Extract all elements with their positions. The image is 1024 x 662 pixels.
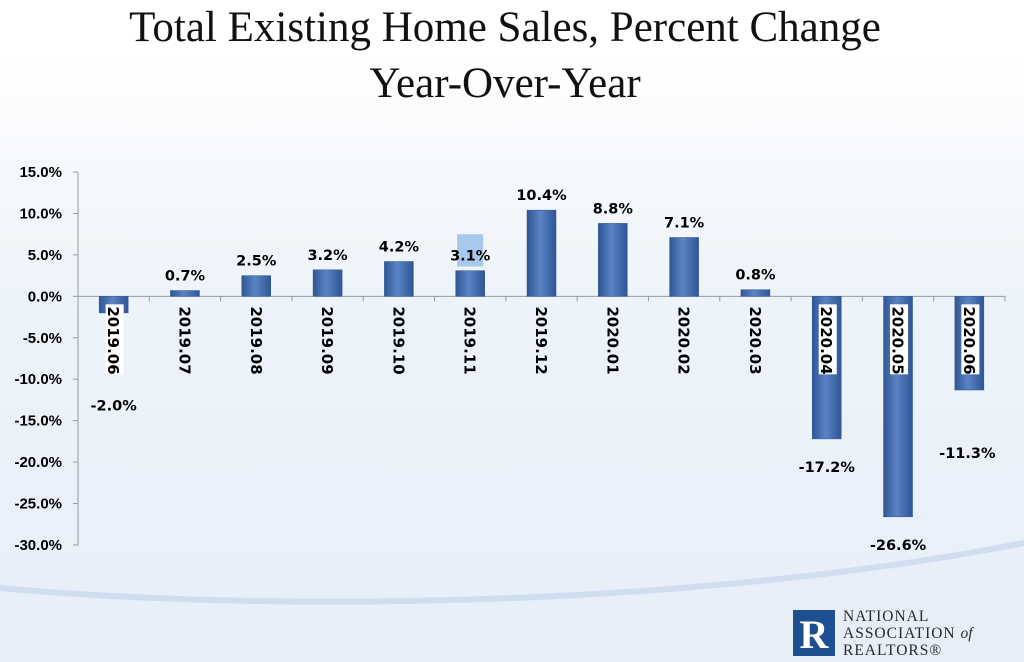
y-tick-label: -5.0% [23,330,62,347]
x-category-label: 2019.11 [461,306,479,374]
logo-line-realtors: REALTORS® [843,642,943,659]
nar-logo: R NATIONAL ASSOCIATION of REALTORS® [793,606,1018,662]
x-category-label-group: 2020.06 [960,304,980,375]
bar [598,223,628,297]
chart-subtitle: Year-Over-Year [369,60,641,107]
x-category-label-group: 2019.10 [389,306,407,374]
x-category-label: 2019.08 [247,306,265,374]
y-tick-label: -15.0% [14,413,62,430]
chart-title: Total Existing Home Sales, Percent Chang… [129,4,881,51]
data-label: -2.0% [91,399,138,415]
y-tick-label: -30.0% [14,537,62,554]
logo-line-association: ASSOCIATION of [843,625,973,642]
y-tick-label: 10.0% [19,205,62,222]
category-label-background [105,304,124,375]
x-category-label: 2020.05 [889,306,907,374]
x-category-label: 2019.10 [389,306,407,374]
x-category-label: 2020.02 [675,306,693,374]
bar [241,275,272,297]
x-category-label-group: 2019.06 [104,304,124,375]
data-label: -11.3% [939,446,996,462]
data-label: -26.6% [870,538,927,554]
y-tick-label: 15.0% [19,164,62,181]
x-category-label: 2019.12 [532,306,550,374]
background-swoosh [0,540,1024,605]
y-tick-label: 0.0% [28,288,62,305]
data-label: 3.1% [450,249,491,265]
data-label: 4.2% [379,240,420,256]
label-highlight [457,234,484,267]
x-category-label-group: 2019.12 [532,306,550,374]
bar [312,269,343,297]
category-label-background [961,304,980,375]
x-category-label-group: 2020.05 [889,304,909,375]
data-label: 2.5% [236,254,277,270]
x-category-label: 2020.04 [817,306,835,374]
bar [526,209,557,297]
x-category-label-group: 2020.03 [746,306,764,374]
x-category-label-group: 2019.08 [247,306,265,374]
x-category-label: 2020.03 [746,306,764,374]
y-tick-label: -20.0% [14,454,62,471]
x-category-label: 2020.01 [603,306,621,374]
category-label-background [890,304,909,375]
x-category-label: 2019.07 [175,306,193,374]
logo-r-letter: R [799,612,829,657]
data-label: 0.7% [165,269,206,285]
y-tick-label: -10.0% [14,371,62,388]
x-category-label-group: 2019.07 [175,306,193,374]
x-category-label-group: 2020.02 [675,306,693,374]
data-label: 3.2% [307,248,348,264]
bar [669,237,699,297]
data-label: -17.2% [799,460,856,476]
x-category-label-group: 2019.09 [318,306,336,374]
x-category-label-group: 2020.04 [817,304,837,375]
x-category-label-group: 2020.01 [603,306,621,374]
data-label: 10.4% [516,188,567,204]
y-tick-label: -25.0% [14,496,62,513]
x-category-label: 2019.06 [104,306,122,374]
bar [170,290,200,297]
y-tick-label: 5.0% [28,247,62,264]
data-label: 8.8% [593,201,634,217]
bar [455,270,485,297]
realtor-r-logo-mark: R [793,610,835,657]
category-label-background [818,304,837,375]
x-category-label-group: 2019.11 [461,306,479,374]
bar [740,289,771,297]
data-label: 0.8% [735,268,776,284]
bar [384,261,414,297]
x-category-label: 2019.09 [318,306,336,374]
logo-text: NATIONAL ASSOCIATION of REALTORS® [843,608,973,659]
x-category-label: 2020.06 [960,306,978,374]
logo-line-national: NATIONAL [843,608,930,625]
data-label: 7.1% [664,215,705,231]
